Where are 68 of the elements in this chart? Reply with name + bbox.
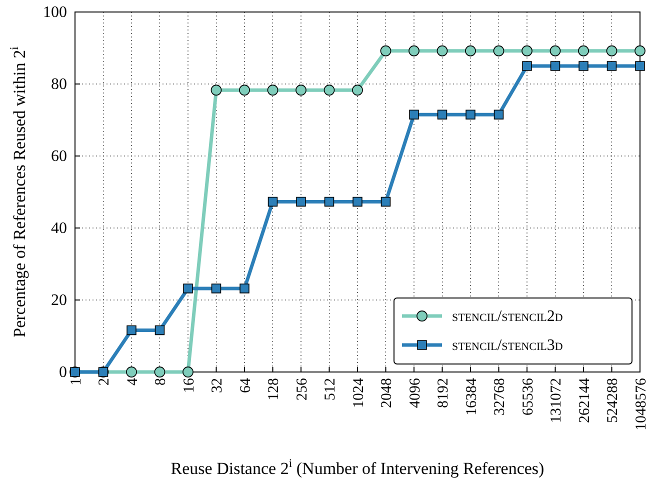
point — [154, 366, 166, 378]
point — [550, 45, 561, 56]
point — [296, 196, 306, 207]
point — [606, 45, 618, 56]
point — [606, 61, 617, 71]
point — [634, 45, 646, 56]
point — [493, 45, 504, 56]
point — [352, 84, 363, 96]
y-tick-label: 0 — [59, 364, 67, 382]
y-tick-label: 80 — [51, 76, 67, 94]
point — [211, 284, 222, 294]
x-tick-label: 16 — [181, 378, 198, 393]
x-tick-label: 16384 — [464, 378, 480, 416]
legend-label: stencil/stencil2d — [452, 308, 563, 325]
x-tick-label: 8192 — [436, 378, 452, 408]
point — [409, 110, 419, 120]
point — [154, 325, 165, 336]
point — [324, 196, 334, 207]
x-tick-label: 4 — [124, 378, 141, 386]
x-tick-label: 65536 — [520, 378, 536, 416]
x-axis-title: Reuse Distance 2$^{i}$ (Number of Intervening References) — [170, 456, 544, 478]
x-tick-label: 524288 — [605, 378, 621, 423]
x-tick-label: 64 — [238, 378, 254, 393]
point — [578, 61, 588, 71]
point — [437, 110, 448, 120]
y-tick-label: 40 — [51, 220, 67, 238]
x-tick-label: 2048 — [379, 378, 395, 408]
x-tick-label: 128 — [266, 378, 282, 400]
x-tick-label: 262144 — [576, 378, 593, 423]
legend-label: stencil/stencil3d — [452, 337, 563, 354]
x-tick-label: 1024 — [350, 378, 367, 408]
y-tick-label: 20 — [51, 292, 67, 310]
point — [296, 84, 306, 96]
y-tick-label: 60 — [51, 148, 67, 166]
point — [436, 45, 448, 56]
point — [408, 45, 420, 56]
x-tick-label: 2 — [96, 378, 112, 386]
point — [635, 61, 645, 71]
x-tick-label: 256 — [294, 378, 310, 400]
point — [466, 110, 476, 120]
point — [522, 61, 532, 71]
point — [126, 366, 137, 378]
point — [380, 196, 391, 207]
x-tick-label: 131072 — [548, 378, 564, 423]
x-tick-label: 32768 — [492, 378, 508, 416]
point — [578, 45, 589, 56]
point — [324, 84, 335, 96]
point — [465, 45, 476, 56]
x-tick-label: 8 — [153, 378, 169, 386]
x-tick-label: 1 — [68, 378, 84, 386]
point — [239, 84, 250, 96]
point — [494, 110, 504, 120]
x-tick-label: 1048576 — [633, 378, 650, 430]
point — [380, 45, 392, 56]
point — [352, 196, 362, 207]
point — [183, 284, 193, 294]
x-tick-label: 32 — [210, 378, 226, 393]
point — [268, 196, 278, 207]
point — [522, 45, 532, 56]
point — [550, 61, 560, 71]
point — [267, 84, 278, 96]
point — [240, 284, 250, 294]
x-tick-label: 512 — [322, 378, 338, 400]
point — [126, 325, 136, 336]
point — [182, 366, 194, 378]
y-tick-label: 100 — [43, 4, 67, 22]
point — [210, 84, 222, 96]
x-tick-label: 4096 — [407, 378, 424, 408]
